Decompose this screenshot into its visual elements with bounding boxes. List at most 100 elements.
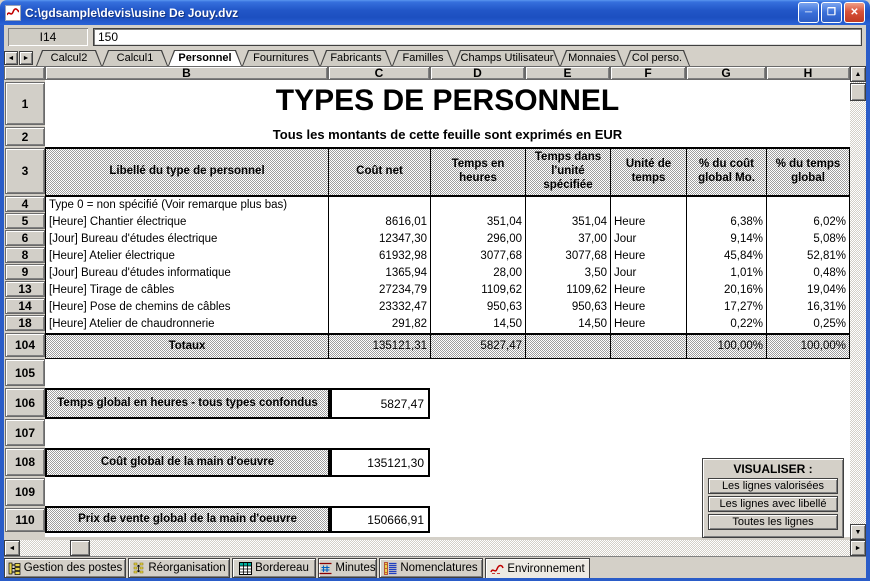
table-row[interactable]: [Heure] Tirage de câbles 27234,79 1109,6…: [46, 282, 849, 299]
column-header-H[interactable]: H: [766, 66, 850, 80]
vertical-scroll-thumb[interactable]: [850, 83, 866, 101]
sheet-tab-bar: ◄ ► Calcul2 Calcul1 Personnel Fourniture…: [0, 50, 870, 66]
header-unite-temps: Unité de temps: [611, 149, 687, 195]
window-title: C:\gdsample\devis\usine De Jouy.dvz: [25, 5, 239, 20]
vertical-scrollbar[interactable]: ▲ ▼: [850, 66, 866, 540]
window-border-left: [0, 25, 4, 581]
row-header-109[interactable]: 109: [5, 478, 45, 506]
module-tab-minutes[interactable]: Minutes: [318, 558, 377, 578]
table-row[interactable]: [Heure] Pose de chemins de câbles 23332,…: [46, 299, 849, 316]
sheet-tab-fournitures[interactable]: Fournitures: [242, 50, 320, 66]
sheet-tab-calcul2[interactable]: Calcul2: [36, 50, 102, 66]
summary-value-prix-vente[interactable]: 150666,91: [330, 506, 430, 533]
scribble-icon: [490, 564, 505, 574]
module-tab-nomenclatures[interactable]: Nomenclatures: [379, 558, 483, 578]
sheet-tab-familles[interactable]: Familles: [392, 50, 454, 66]
column-header-G[interactable]: G: [686, 66, 766, 80]
summary-label-temps-global: Temps global en heures - tous types conf…: [45, 388, 330, 419]
horizontal-scrollbar[interactable]: ◄ ►: [4, 540, 866, 556]
row-header-18[interactable]: 18: [5, 315, 45, 331]
header-temps-unite: Temps dans l'unité spécifiée: [526, 149, 611, 195]
row-header-6[interactable]: 6: [5, 230, 45, 246]
header-temps-heures: Temps en heures: [431, 149, 526, 195]
sheet-tab-personnel[interactable]: Personnel: [168, 50, 242, 66]
module-tab-reorganisation[interactable]: Réorganisation: [128, 558, 230, 578]
tab-scroll-left-button[interactable]: ◄: [4, 51, 18, 65]
module-tab-bordereau[interactable]: Bordereau: [232, 558, 316, 578]
table-row[interactable]: [Jour] Bureau d'études informatique 1365…: [46, 265, 849, 282]
row-header-14[interactable]: 14: [5, 298, 45, 314]
scroll-up-button[interactable]: ▲: [850, 66, 866, 82]
row-header-9[interactable]: 9: [5, 264, 45, 280]
horizontal-scroll-thumb[interactable]: [70, 540, 90, 556]
close-button[interactable]: ✕: [844, 2, 865, 23]
row-header-8[interactable]: 8: [5, 247, 45, 263]
totals-cost[interactable]: 135121,31: [329, 335, 431, 358]
minimize-button[interactable]: ─: [798, 2, 819, 23]
app-icon: [5, 4, 21, 21]
numbered-list-icon: [384, 561, 397, 575]
scroll-right-button[interactable]: ►: [850, 540, 866, 556]
formula-input[interactable]: 150: [93, 28, 862, 46]
row-header-110[interactable]: 110: [5, 508, 45, 532]
summary-value-cout-global[interactable]: 135121,30: [330, 448, 430, 477]
totals-hours[interactable]: 5827,47: [431, 335, 526, 358]
corner-header[interactable]: [4, 66, 45, 80]
tab-scroll-right-button[interactable]: ►: [19, 51, 33, 65]
window-border-right: [866, 25, 870, 581]
column-header-C[interactable]: C: [328, 66, 430, 80]
row-header-1[interactable]: 1: [5, 82, 45, 125]
totals-pct-cost[interactable]: 100,00%: [687, 335, 767, 358]
scroll-left-button[interactable]: ◄: [4, 540, 20, 556]
note-cell[interactable]: Type 0 = non spécifié (Voir remarque plu…: [46, 197, 329, 214]
row-header-4[interactable]: 4: [5, 196, 45, 212]
module-tab-environnement[interactable]: Environnement: [485, 558, 590, 579]
show-valued-lines-button[interactable]: Les lignes valorisées: [708, 478, 838, 494]
module-tab-gestion-des-postes[interactable]: Gestion des postes: [4, 558, 126, 578]
window-border-bottom: [0, 578, 870, 581]
visualiser-title: VISUALISER :: [733, 462, 813, 476]
header-pct-temps: % du temps global: [775, 158, 841, 184]
summary-value-temps-global[interactable]: 5827,47: [330, 388, 430, 419]
row-header-5[interactable]: 5: [5, 213, 45, 229]
cell-reference-box[interactable]: I14: [8, 28, 88, 46]
column-header-E[interactable]: E: [525, 66, 610, 80]
sheet-tab-monnaies[interactable]: Monnaies: [560, 50, 624, 66]
show-all-lines-button[interactable]: Toutes les lignes: [708, 514, 838, 530]
personnel-table: Libellé du type de personnel Coût net Te…: [45, 147, 850, 359]
sheet-tab-calcul1[interactable]: Calcul1: [102, 50, 168, 66]
table-row[interactable]: [Heure] Atelier de chaudronnerie 291,82 …: [46, 316, 849, 333]
row-header-3[interactable]: 3: [5, 148, 45, 194]
sheet-tab-col-perso[interactable]: Col perso.: [624, 50, 690, 66]
page-subtitle: Tous les montants de cette feuille sont …: [272, 127, 623, 142]
show-labeled-lines-button[interactable]: Les lignes avec libellé: [708, 496, 838, 512]
totals-row[interactable]: Totaux 135121,31 5827,47 100,00% 100,00%: [46, 333, 849, 358]
table-row[interactable]: [Heure] Chantier électrique 8616,01 351,…: [46, 214, 849, 231]
org-tree-icon: [8, 562, 21, 575]
row-header-13[interactable]: 13: [5, 281, 45, 297]
row-header-2[interactable]: 2: [5, 127, 45, 146]
row-header-104[interactable]: 104: [5, 333, 45, 357]
table-row[interactable]: [Heure] Atelier électrique 61932,98 3077…: [46, 248, 849, 265]
table-row[interactable]: [Jour] Bureau d'études électrique 12347,…: [46, 231, 849, 248]
row-header-108[interactable]: 108: [5, 448, 45, 476]
column-header-D[interactable]: D: [430, 66, 525, 80]
table-row-note[interactable]: Type 0 = non spécifié (Voir remarque plu…: [46, 197, 849, 214]
sheet-tab-fabricants[interactable]: Fabricants: [320, 50, 392, 66]
row-header-106[interactable]: 106: [5, 388, 45, 417]
column-header-F[interactable]: F: [610, 66, 686, 80]
formula-bar: I14 150: [0, 25, 870, 50]
reorder-columns-icon: [134, 562, 144, 573]
totals-pct-time[interactable]: 100,00%: [800, 340, 846, 352]
totals-label[interactable]: Totaux: [46, 335, 329, 358]
module-tab-bar: Gestion des postes Réorganisation Border…: [0, 556, 870, 579]
row-header-105[interactable]: 105: [5, 359, 45, 386]
maximize-button[interactable]: ❐: [821, 2, 842, 23]
scroll-down-button[interactable]: ▼: [850, 524, 866, 540]
title-bar: C:\gdsample\devis\usine De Jouy.dvz ─ ❐ …: [0, 0, 870, 25]
scroll-right-icon: ►: [854, 544, 862, 552]
column-header-B[interactable]: B: [45, 66, 328, 80]
row-header-107[interactable]: 107: [5, 419, 45, 446]
sheet-tab-champs-utilisateur[interactable]: Champs Utilisateur: [454, 50, 560, 66]
